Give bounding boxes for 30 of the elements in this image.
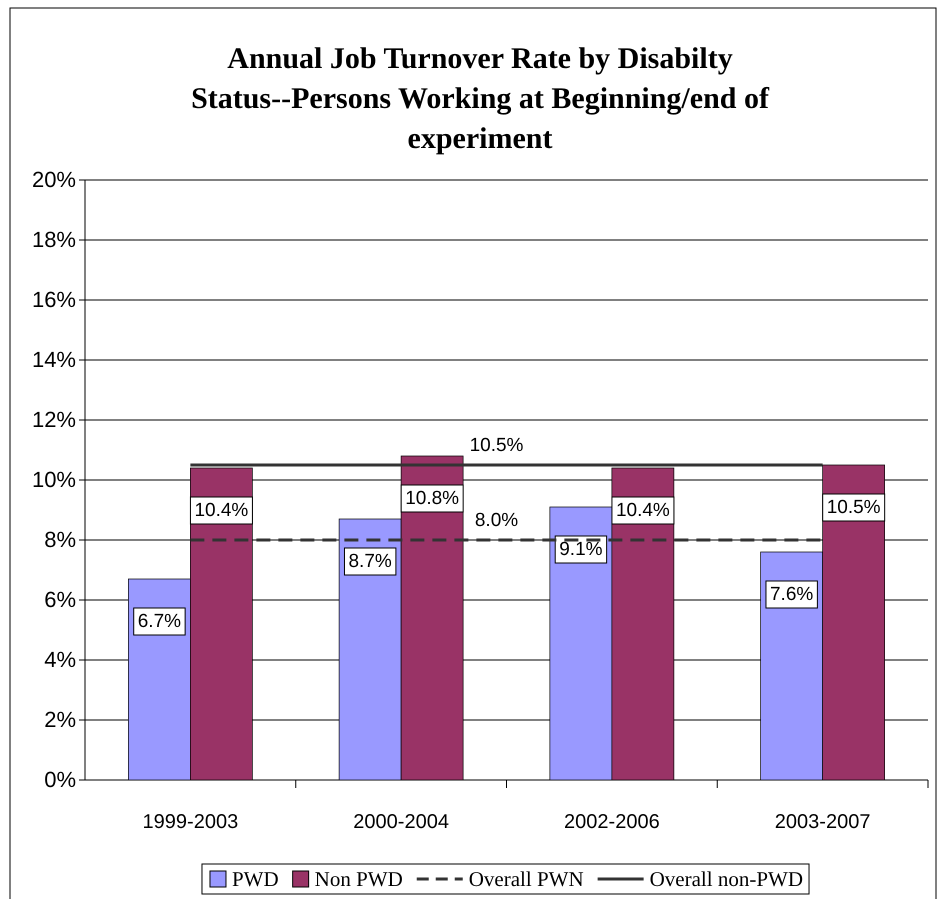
data-label: 10.4%: [616, 500, 670, 521]
legend-label: Overall PWN: [468, 867, 584, 891]
annotation: 10.5%: [470, 435, 524, 456]
x-tick-label: 1999-2003: [142, 811, 238, 834]
y-tick-label: 18%: [32, 227, 76, 252]
y-tick-label: 2%: [44, 707, 76, 732]
x-tick-label: 2002-2006: [564, 811, 660, 834]
y-tick-label: 16%: [32, 287, 76, 312]
y-tick-label: 12%: [32, 407, 76, 432]
data-label: 8.7%: [348, 551, 392, 572]
annotation: 8.0%: [474, 510, 518, 531]
y-tick-label: 10%: [32, 467, 76, 492]
data-label: 10.5%: [826, 497, 881, 518]
legend-label: PWD: [232, 867, 279, 891]
x-tick-label: 2000-2004: [353, 811, 449, 834]
chart-title: Annual Job Turnover Rate by Disabilty Status--Persons Working at Beginning/end of experiment: [191, 42, 770, 155]
y-tick-label: 6%: [44, 587, 76, 612]
y-tick-label: 8%: [44, 527, 76, 552]
data-label: 7.6%: [770, 584, 814, 605]
data-label: 6.7%: [138, 611, 182, 632]
y-tick-label: 0%: [44, 767, 76, 792]
data-label: 10.8%: [405, 488, 460, 509]
legend-label: Non PWD: [314, 867, 403, 891]
y-tick-label: 14%: [32, 347, 76, 372]
y-tick-label: 4%: [44, 647, 76, 672]
legend-label: Overall non-PWD: [650, 867, 804, 891]
data-label: 9.1%: [559, 539, 603, 560]
y-tick-label: 20%: [32, 167, 76, 192]
data-label: 10.4%: [194, 500, 248, 521]
x-tick-label: 2003-2007: [774, 811, 870, 834]
